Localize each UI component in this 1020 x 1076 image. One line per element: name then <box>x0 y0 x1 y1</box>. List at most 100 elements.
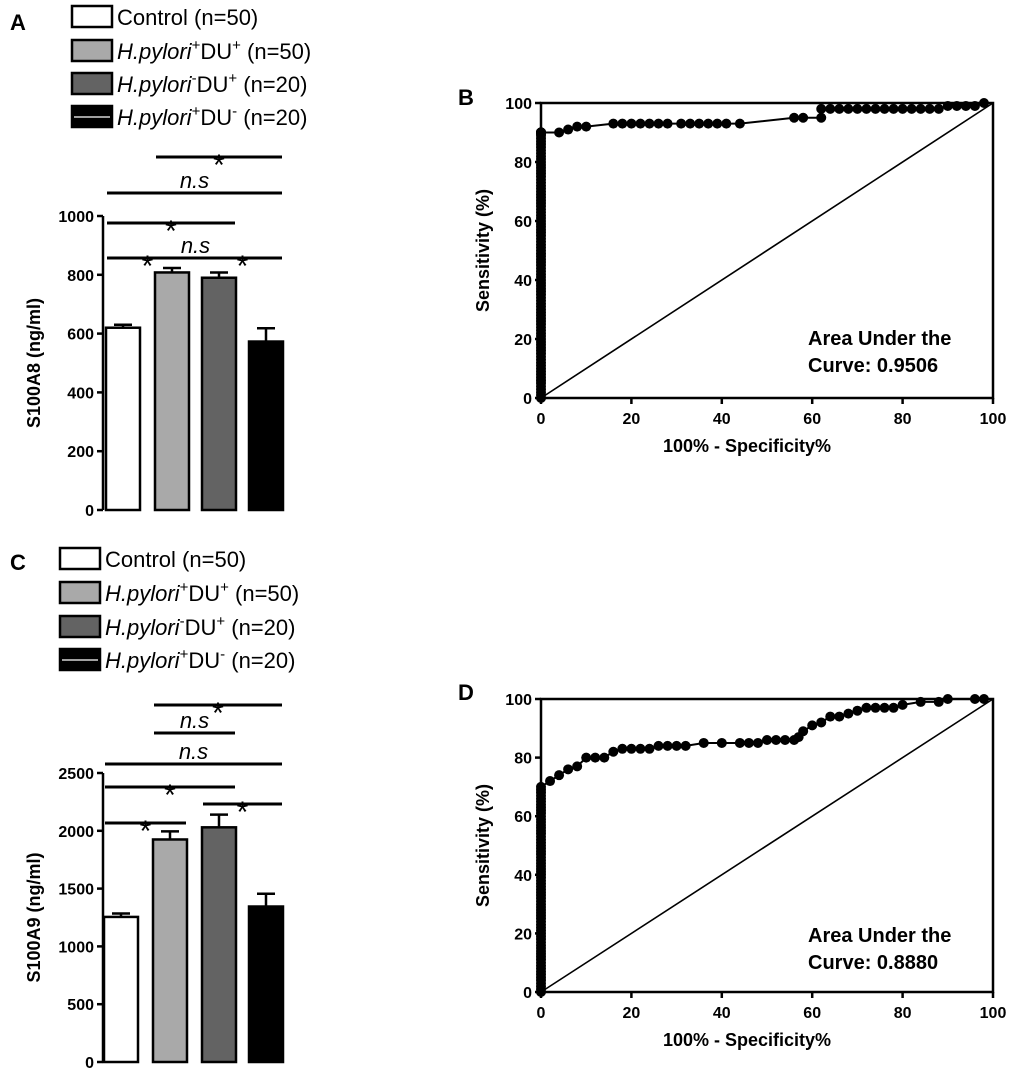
roc-point <box>798 112 809 123</box>
roc-point <box>861 702 872 713</box>
roc-point <box>888 702 899 713</box>
panel-letter-d: D <box>458 680 474 705</box>
x-tick-label: 0 <box>537 1005 546 1022</box>
roc-chart-s100a8: 0 20 40 60 80 100 0 20 40 60 80 100 100% - Specifici… <box>473 96 1006 456</box>
y-tick-label: 60 <box>514 214 532 231</box>
roc-point <box>703 118 714 129</box>
y-tick-label: 1000 <box>58 939 94 956</box>
bar <box>200 276 238 512</box>
panel-letter-c: C <box>10 550 26 575</box>
bar <box>102 915 140 1064</box>
y-tick-label: 1500 <box>58 882 94 899</box>
y-tick-label: 400 <box>67 385 94 402</box>
roc-point <box>816 717 827 728</box>
roc-point <box>536 781 546 792</box>
x-axis-title: 100% - Specificity% <box>663 1030 831 1050</box>
roc-point <box>626 118 637 129</box>
roc-point <box>951 100 962 111</box>
roc-point <box>572 121 583 132</box>
roc-point <box>816 112 827 123</box>
roc-point <box>879 702 890 713</box>
roc-point <box>545 776 556 787</box>
significance-star: * <box>237 796 249 829</box>
significance-ns: n.s <box>179 739 208 764</box>
y-tick-label: 600 <box>67 327 94 344</box>
roc-point <box>834 711 845 722</box>
reference-diagonal <box>540 102 994 399</box>
roc-point <box>676 118 687 129</box>
y-tick-label: 80 <box>514 751 532 768</box>
legend-label-hp-du: H.pylori+DU+ (n=50) <box>117 37 311 64</box>
x-tick-label: 20 <box>623 1005 641 1022</box>
significance-star: * <box>164 779 176 812</box>
roc-point <box>978 694 989 704</box>
roc-point <box>662 118 673 129</box>
roc-point <box>721 118 732 129</box>
significance-star: * <box>142 250 154 283</box>
roc-point <box>608 746 619 757</box>
legend-label-hpneg-du: H.pylori-DU+ (n=20) <box>117 70 307 97</box>
legend-label-control: Control (n=50) <box>105 547 246 572</box>
roc-point <box>662 740 673 751</box>
y-tick-label: 60 <box>514 809 532 826</box>
y-tick-label: 2500 <box>58 766 94 783</box>
roc-point <box>762 735 772 746</box>
roc-point <box>906 103 917 114</box>
roc-point <box>942 694 953 704</box>
roc-point <box>572 761 583 772</box>
roc-point <box>685 118 696 129</box>
x-tick-label: 80 <box>894 411 912 428</box>
roc-point <box>536 127 546 138</box>
roc-point <box>942 100 953 111</box>
roc-point <box>734 118 745 129</box>
x-tick-label: 80 <box>894 1005 912 1022</box>
roc-point <box>698 737 709 748</box>
roc-point <box>960 100 971 111</box>
y-tick-label: 200 <box>67 444 94 461</box>
legend-swatch-hpneg-du <box>58 614 102 639</box>
roc-point <box>789 112 800 123</box>
bar <box>153 271 191 512</box>
significance-star: * <box>140 815 152 848</box>
x-tick-label: 40 <box>713 411 731 428</box>
y-tick-label: 100 <box>505 692 532 709</box>
auc-annotation-line1: Area Under the <box>808 925 951 947</box>
x-tick-label: 0 <box>537 411 546 428</box>
legend-label-hpneg-du: H.pylori-DU+ (n=20) <box>105 613 295 640</box>
roc-point <box>554 127 565 138</box>
roc-point <box>933 103 944 114</box>
y-tick-label: 20 <box>514 332 532 349</box>
roc-point <box>644 118 655 129</box>
roc-point <box>653 740 664 751</box>
legend-label-hp-duneg: H.pylori+DU- (n=20) <box>105 646 295 673</box>
legend-c: Control (n=50) H.pylori+DU+ (n=50) H.pyl… <box>58 546 299 673</box>
bar <box>247 340 285 512</box>
legend-swatch-control <box>70 4 114 29</box>
panel-letter-a: A <box>10 10 26 35</box>
roc-point <box>554 770 565 781</box>
x-tick-label: 60 <box>803 411 821 428</box>
roc-point <box>599 752 610 763</box>
significance-star: * <box>212 697 224 730</box>
y-tick-label: 1000 <box>58 209 94 226</box>
roc-point <box>870 103 881 114</box>
bar <box>151 838 189 1064</box>
roc-chart-s100a9: 0 20 40 60 80 100 0 20 40 60 80 100 100% - Specifici… <box>473 692 1006 1050</box>
legend-label-control: Control (n=50) <box>117 5 258 30</box>
significance-star: * <box>213 149 225 182</box>
y-tick-label: 20 <box>514 926 532 943</box>
roc-point <box>671 740 682 751</box>
y-tick-label: 2000 <box>58 824 94 841</box>
y-tick-label: 0 <box>523 985 532 1002</box>
roc-point <box>563 764 574 775</box>
legend-swatch-hp-du <box>58 580 102 605</box>
roc-point <box>608 118 619 129</box>
significance-ns: n.s <box>180 168 209 193</box>
x-tick-label: 100 <box>980 411 1007 428</box>
roc-point <box>969 694 980 704</box>
significance-star: * <box>165 215 177 248</box>
y-tick-label: 100 <box>505 96 532 113</box>
